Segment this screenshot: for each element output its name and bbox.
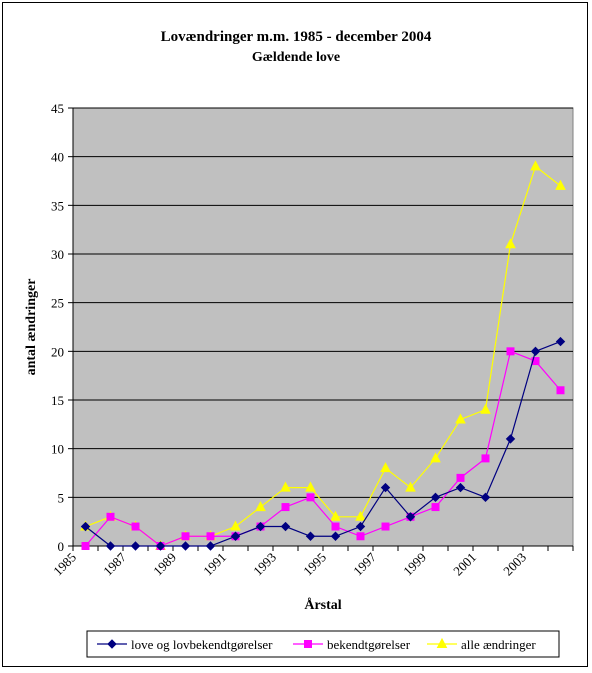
data-point [305, 481, 316, 492]
data-point [306, 493, 315, 502]
data-point [330, 510, 341, 521]
legend-swatch-marker [304, 640, 312, 648]
legend-label: love og lovbekendtgørelser [131, 637, 273, 652]
legend-entry: bekendtgørelser [293, 637, 411, 652]
x-tick-label: 1999 [400, 550, 429, 579]
data-point [106, 512, 115, 521]
data-point [281, 503, 290, 512]
data-point [455, 482, 466, 493]
x-tick-label: 2001 [450, 550, 479, 579]
data-point [531, 357, 540, 366]
data-point [356, 532, 365, 541]
data-point [131, 522, 140, 531]
x-tick-label: 1989 [150, 550, 179, 579]
x-tick-label: 1993 [250, 550, 279, 579]
line-chart: Lovændringer m.m. 1985 - december 2004 G… [24, 29, 574, 658]
data-point [355, 521, 366, 532]
data-point [456, 473, 465, 482]
y-axis-ticks: 0 5 10 15 20 25 30 35 40 45 [51, 101, 73, 554]
legend-swatch-marker [107, 639, 117, 649]
plot-area [72, 107, 574, 547]
y-tick-label: 40 [51, 150, 64, 165]
data-point [280, 521, 291, 532]
series-layer [80, 160, 566, 551]
data-point [380, 462, 391, 473]
data-point [280, 481, 291, 492]
y-axis-label: antal ændringer [24, 279, 39, 376]
data-point [431, 503, 440, 512]
data-point [380, 482, 391, 493]
data-point [155, 541, 166, 551]
x-tick-label: 1997 [350, 549, 379, 578]
x-tick-label: 1991 [200, 550, 229, 579]
y-tick-label: 45 [51, 101, 64, 116]
data-point [506, 347, 515, 356]
data-point [331, 522, 340, 531]
x-axis-ticks: 1985 1987 1989 1991 1993 1995 1997 1999 2001 2003 [50, 546, 574, 579]
y-tick-label: 35 [51, 198, 64, 213]
legend-swatch-marker [436, 637, 448, 648]
data-point [556, 386, 565, 395]
y-tick-label: 0 [58, 539, 65, 554]
data-point [205, 541, 216, 551]
data-point [381, 522, 390, 531]
series-1 [80, 336, 566, 551]
data-point [430, 452, 441, 463]
data-point [555, 336, 566, 347]
data-point [181, 532, 190, 541]
data-point [505, 434, 516, 444]
data-point [81, 542, 90, 550]
data-point [230, 531, 241, 541]
data-point [530, 160, 541, 171]
x-tick-label: 1987 [100, 549, 129, 578]
data-point [355, 510, 366, 521]
x-tick-label: 2003 [500, 550, 529, 579]
y-tick-label: 15 [51, 393, 64, 408]
y-tick-label: 20 [51, 344, 64, 359]
series-line [85, 350, 561, 547]
y-tick-label: 25 [51, 296, 64, 311]
y-tick-label: 30 [51, 247, 64, 262]
legend-label: alle ændringer [461, 637, 536, 652]
data-point [455, 413, 466, 424]
legend: love og lovbekendtgørelser bekendtgørelse… [86, 630, 560, 658]
chart-subtitle: Gældende love [252, 50, 340, 65]
data-point [505, 238, 516, 249]
data-point [480, 492, 491, 503]
data-point [430, 492, 441, 503]
data-point [405, 481, 416, 492]
y-tick-label: 10 [51, 442, 64, 457]
data-point [230, 520, 241, 531]
data-point [481, 454, 490, 463]
data-point [405, 512, 416, 522]
data-point [255, 500, 266, 512]
data-point [206, 532, 215, 541]
x-tick-label: 1985 [50, 550, 79, 579]
data-point [80, 521, 91, 532]
chart-title: Lovændringer m.m. 1985 - december 2004 [161, 29, 432, 45]
legend-entry: alle ændringer [427, 637, 536, 652]
legend-label: bekendtgørelser [327, 637, 411, 652]
legend-entry: love og lovbekendtgørelser [97, 637, 273, 652]
data-point [255, 521, 266, 532]
legend-items: love og lovbekendtgørelser bekendtgørelse… [97, 637, 536, 652]
data-point [530, 346, 541, 357]
data-point [180, 541, 191, 551]
data-point [305, 531, 316, 541]
data-point [105, 541, 116, 551]
data-point [480, 403, 491, 414]
chart-frame: Lovændringer m.m. 1985 - december 2004 G… [2, 2, 588, 667]
data-point [555, 179, 566, 190]
data-point [330, 531, 341, 541]
x-tick-label: 1995 [300, 550, 329, 579]
y-tick-label: 5 [58, 490, 65, 505]
data-point [130, 541, 141, 551]
x-axis-label: Årstal [304, 597, 341, 613]
